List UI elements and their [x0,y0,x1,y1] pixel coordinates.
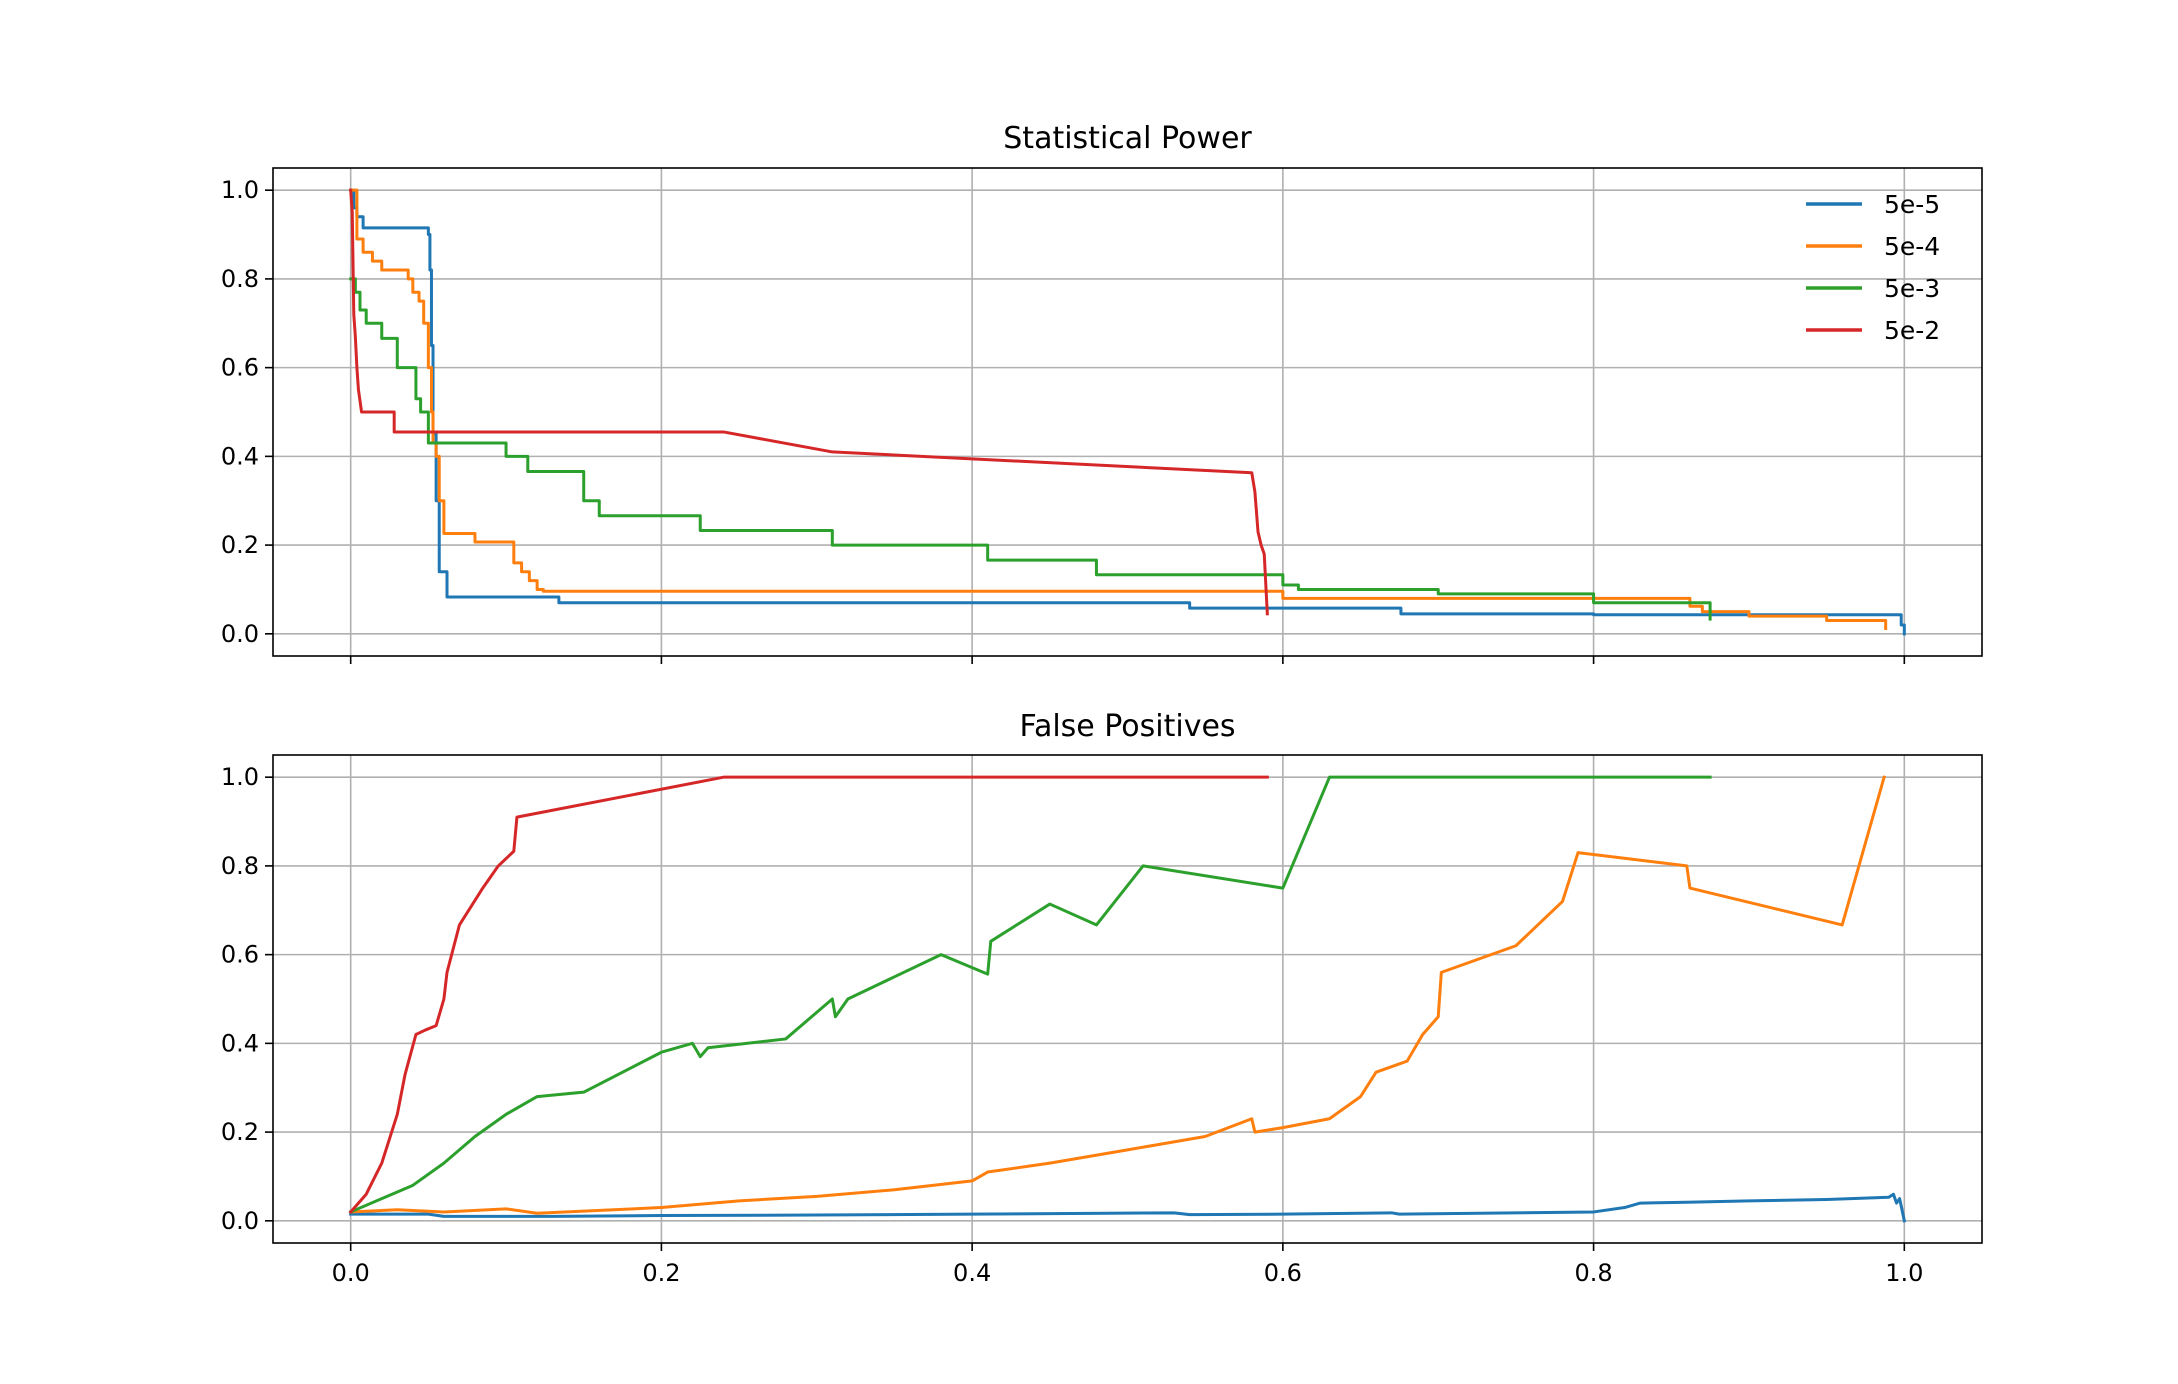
stat-power-y-tick-label-1: 0.2 [221,531,259,559]
false-pos-x-tick-label-1: 0.2 [642,1259,680,1287]
false-pos-y-tick-label-4: 0.8 [221,852,259,880]
false-pos-series-5e-4 [349,775,1886,1215]
stat-power-y-tick-label-0: 0.0 [221,620,259,648]
stat-power-legend-label-5e-5: 5e-5 [1884,190,1940,219]
stat-power-y-tick-label-4: 0.8 [221,265,259,293]
false-pos-x-tick-label-2: 0.4 [953,1259,991,1287]
false-pos-y-tick-label-2: 0.4 [221,1029,259,1057]
false-pos-series-5e-2 [348,775,1269,1215]
false-pos-y-tick-label-5: 1.0 [221,763,259,791]
stat-power-legend: 5e-5 5e-4 5e-3 5e-2 [1806,190,1940,345]
stat-power-y-tick-label-5: 1.0 [221,176,259,204]
false-pos-series-5e-3 [348,775,1712,1214]
stat-power-series-5e-4 [349,188,1888,630]
stat-power-legend-label-5e-3: 5e-3 [1884,274,1940,303]
stat-power-series-5e-3 [349,277,1712,621]
false-pos-x-tick-label-4: 0.8 [1575,1259,1613,1287]
false-pos-x-tick-label-5: 1.0 [1885,1259,1923,1287]
stat-power-legend-label-5e-4: 5e-4 [1884,232,1940,261]
false-pos-title: False Positives [1019,709,1235,744]
false-pos-x-tick-label-0: 0.0 [332,1259,370,1287]
stat-power-title: Statistical Power [1003,121,1252,156]
stat-power-y-tick-label-2: 0.4 [221,442,259,470]
stat-power-series-5e-2 [349,188,1269,616]
stat-power-series-5e-5 [349,188,1906,636]
false-pos-y-tick-label-0: 0.0 [221,1207,259,1235]
false-pos-axes-frame [272,754,1983,1244]
false-pos-x-tick-label-3: 0.6 [1264,1259,1302,1287]
false-pos-y-tick-label-3: 0.6 [221,941,259,969]
stat-power-axes-frame [272,167,1983,657]
stat-power-legend-label-5e-2: 5e-2 [1884,316,1940,345]
stat-power-y-tick-label-3: 0.6 [221,354,259,382]
false-pos-series-5e-5 [349,1192,1907,1223]
false-pos-y-tick-label-1: 0.2 [221,1118,259,1146]
false-positives-panel: 0.0 0.2 0.4 0.6 0.8 1.0 0.0 0.2 0.4 0.6 0.8 1.0 Fals… [221,709,1983,1287]
